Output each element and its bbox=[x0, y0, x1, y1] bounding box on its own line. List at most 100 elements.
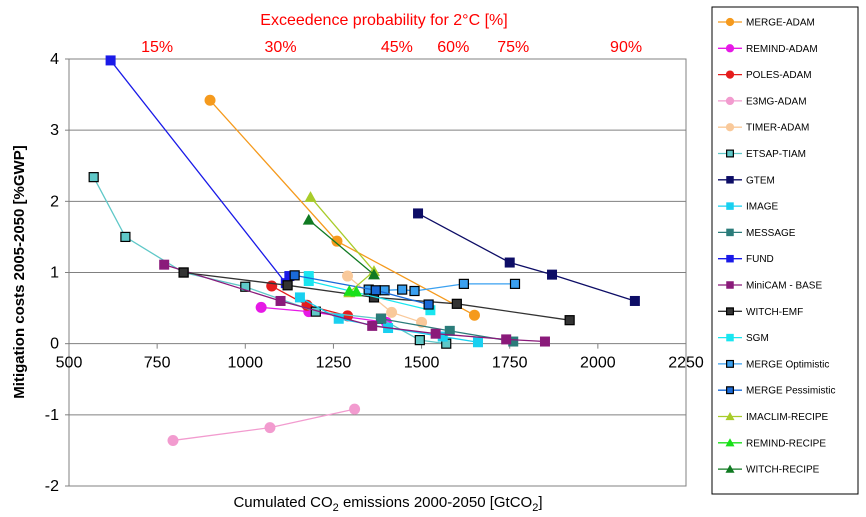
point-e3mg-adam-2 bbox=[349, 403, 361, 415]
legend-marker-timer-adam bbox=[725, 123, 735, 132]
top-tick-label-3: 60% bbox=[437, 39, 469, 56]
point-gtem-2 bbox=[547, 269, 558, 280]
x-tick-label-5: 1750 bbox=[492, 355, 528, 372]
legend-label-poles-adam: POLES-ADAM bbox=[746, 70, 812, 81]
point-merge-optimistic-5 bbox=[509, 278, 521, 289]
point-minicam-base-3 bbox=[430, 328, 441, 339]
series-remind-recipe bbox=[343, 285, 363, 297]
top-tick-label-4: 75% bbox=[497, 39, 529, 56]
y-tick-label-3: 1 bbox=[50, 265, 59, 282]
legend-label-message: MESSAGE bbox=[746, 228, 796, 239]
legend-label-merge-adam: MERGE-ADAM bbox=[746, 18, 815, 29]
point-minicam-base-4 bbox=[501, 334, 512, 345]
series-line-fund bbox=[110, 60, 290, 285]
point-witch-emf-0 bbox=[178, 267, 189, 278]
legend-label-imaclim-recipe: IMACLIM-RECIPE bbox=[746, 412, 829, 423]
point-merge-optimistic-3 bbox=[409, 285, 420, 297]
x-tick-label-4: 1500 bbox=[404, 355, 440, 372]
legend-item-e3mg-adam: E3MG-ADAM bbox=[718, 96, 807, 107]
legend-marker-witch-emf bbox=[726, 307, 734, 316]
legend-items: MERGE-ADAM REMIND-ADAM POLES-ADAM E3MG-ADAM… bbox=[718, 18, 835, 476]
point-minicam-base-1 bbox=[275, 295, 286, 306]
point-image-4 bbox=[472, 337, 483, 348]
legend-marker-fund bbox=[726, 254, 734, 263]
x-axis-label-sub: 2 bbox=[333, 502, 339, 514]
point-timer-adam-1 bbox=[386, 306, 398, 318]
legend-item-imaclim-recipe: IMACLIM-RECIPE bbox=[718, 412, 829, 423]
legend-label-merge-pessimistic: MERGE Pessimistic bbox=[746, 386, 835, 397]
series-line-minicam-base bbox=[164, 264, 546, 343]
x-tick-label-1: 750 bbox=[144, 355, 171, 372]
legend-item-fund: FUND bbox=[718, 254, 774, 265]
legend-label-timer-adam: TIMER-ADAM bbox=[746, 123, 809, 134]
legend-item-timer-adam: TIMER-ADAM bbox=[718, 123, 809, 134]
legend-label-etsap-tiam: ETSAP-TIAM bbox=[746, 149, 806, 160]
series-gtem bbox=[413, 208, 640, 306]
legend-marker-remind-recipe bbox=[725, 438, 735, 447]
plot-area: -2 -1 0 1 2 3 4 500 750 1000 1250 1500 1750 2000 2250 bbox=[45, 51, 704, 495]
legend-item-etsap-tiam: ETSAP-TIAM bbox=[718, 149, 806, 160]
series-line-witch-recipe bbox=[308, 219, 375, 276]
point-etsap-tiam-1 bbox=[120, 231, 131, 243]
legend-item-remind-recipe: REMIND-RECIPE bbox=[718, 438, 826, 449]
point-imaclim-recipe-0 bbox=[304, 191, 317, 202]
legend-item-merge-optimistic: MERGE Optimistic bbox=[718, 359, 829, 370]
point-gtem-1 bbox=[504, 257, 515, 268]
legend-item-witch-emf: WITCH-EMF bbox=[718, 307, 803, 318]
legend-item-image: IMAGE bbox=[718, 202, 779, 213]
y-axis-label: Mitigation costs 2005-2050 [%GWP] bbox=[11, 145, 28, 398]
legend-label-gtem: GTEM bbox=[746, 175, 775, 186]
legend-marker-image bbox=[726, 202, 734, 210]
x-axis-label-mid: emissions 2000-2050 [GtCO bbox=[339, 494, 532, 511]
y-tick-label-4: 2 bbox=[50, 193, 59, 210]
point-sgm-1 bbox=[303, 276, 314, 287]
legend-marker-merge-pessimistic bbox=[726, 386, 734, 395]
point-message-1 bbox=[444, 325, 455, 336]
point-timer-adam-0 bbox=[342, 270, 354, 282]
legend-item-sgm: SGM bbox=[718, 333, 769, 344]
top-tick-label-2: 45% bbox=[381, 39, 413, 56]
point-fund-0 bbox=[105, 55, 116, 66]
legend-label-e3mg-adam: E3MG-ADAM bbox=[746, 96, 807, 107]
series-merge-pessimistic bbox=[289, 270, 434, 310]
gridlines bbox=[69, 129, 686, 416]
series-fund bbox=[105, 55, 295, 289]
x-tick-label-6: 2000 bbox=[580, 355, 616, 372]
point-merge-adam-2 bbox=[468, 309, 480, 321]
series-witch-emf bbox=[178, 267, 575, 326]
point-message-2 bbox=[508, 336, 519, 347]
y-tick-label-0: -2 bbox=[45, 478, 59, 495]
legend-marker-minicam-base bbox=[726, 281, 734, 289]
point-remind-adam-0 bbox=[255, 301, 267, 313]
x-tick-label-3: 1250 bbox=[316, 355, 352, 372]
legend-label-image: IMAGE bbox=[746, 202, 779, 213]
point-e3mg-adam-0 bbox=[167, 434, 179, 446]
legend: MERGE-ADAM REMIND-ADAM POLES-ADAM E3MG-ADAM… bbox=[711, 6, 859, 495]
point-merge-adam-0 bbox=[204, 94, 216, 106]
point-merge-pessimistic-1 bbox=[370, 285, 381, 296]
series-minicam-base bbox=[159, 259, 550, 347]
legend-item-poles-adam: POLES-ADAM bbox=[718, 70, 812, 81]
point-sgm-2 bbox=[425, 305, 436, 316]
point-witch-recipe-0 bbox=[302, 213, 315, 225]
x-tick-label-2: 1000 bbox=[227, 355, 263, 372]
point-minicam-base-0 bbox=[159, 259, 170, 270]
y-axis-ticks: -2 -1 0 1 2 3 4 bbox=[45, 51, 69, 495]
series-group bbox=[88, 55, 640, 446]
legend-item-witch-recipe: WITCH-RECIPE bbox=[718, 464, 820, 476]
point-merge-optimistic-2 bbox=[397, 284, 408, 295]
point-merge-pessimistic-2 bbox=[423, 299, 434, 310]
x-axis-label-sub2: 2 bbox=[532, 502, 538, 514]
legend-marker-merge-adam bbox=[725, 17, 735, 27]
point-gtem-0 bbox=[413, 208, 424, 219]
legend-label-sgm: SGM bbox=[746, 333, 769, 344]
point-image-1 bbox=[333, 313, 344, 324]
point-merge-adam-1 bbox=[331, 235, 343, 247]
series-line-gtem bbox=[417, 212, 636, 302]
point-merge-optimistic-4 bbox=[458, 278, 469, 289]
legend-item-merge-pessimistic: MERGE Pessimistic bbox=[718, 386, 835, 397]
legend-marker-message bbox=[726, 228, 734, 237]
point-message-0 bbox=[376, 313, 387, 324]
legend-marker-remind-adam bbox=[725, 44, 735, 53]
